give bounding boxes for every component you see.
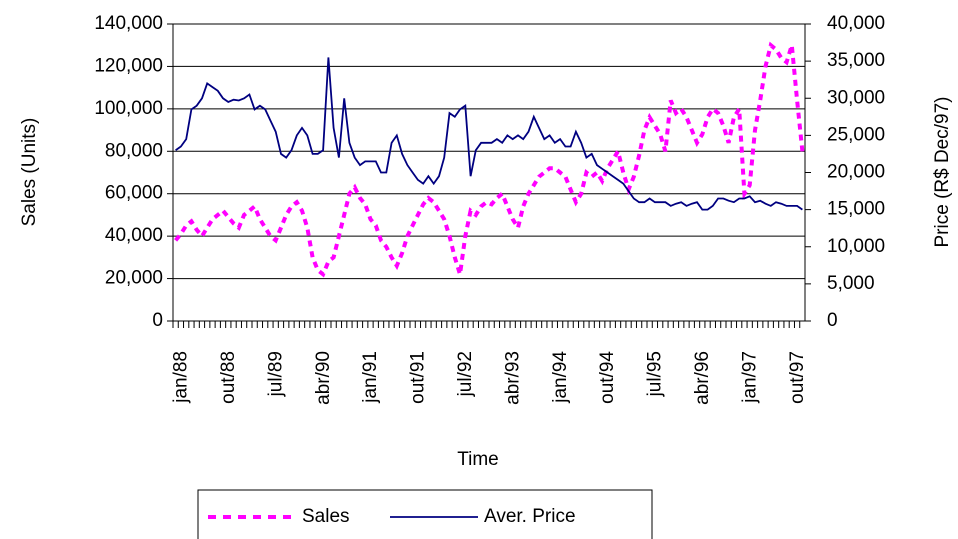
y2-tick-label: 0 bbox=[827, 310, 838, 331]
legend-label: Aver. Price bbox=[484, 506, 576, 527]
y2-tick-label: 5,000 bbox=[827, 273, 875, 294]
x-tick-label: jul/92 bbox=[455, 351, 476, 397]
legend-label: Sales bbox=[302, 506, 350, 527]
y2-tick-label: 25,000 bbox=[827, 124, 885, 145]
y2-tick-label: 20,000 bbox=[827, 162, 885, 183]
y-tick-label: 140,000 bbox=[94, 13, 163, 34]
x-tick-label: jan/91 bbox=[360, 351, 381, 404]
legend-box bbox=[197, 489, 653, 539]
y-tick-label: 20,000 bbox=[105, 268, 163, 289]
y2-tick-label: 30,000 bbox=[827, 87, 885, 108]
y2-tick-label: 40,000 bbox=[827, 13, 885, 34]
x-tick-label: jan/94 bbox=[550, 351, 571, 404]
y-tick-label: 80,000 bbox=[105, 140, 163, 161]
x-tick-label: jul/95 bbox=[645, 351, 666, 397]
y2-axis-label: Price (R$ Dec/97) bbox=[932, 97, 953, 248]
x-tick-label: out/97 bbox=[787, 351, 808, 404]
y-tick-label: 100,000 bbox=[94, 98, 163, 119]
y2-tick-label: 15,000 bbox=[827, 199, 885, 220]
y2-tick-label: 10,000 bbox=[827, 236, 885, 257]
y-tick-label: 40,000 bbox=[105, 225, 163, 246]
x-tick-label: abr/96 bbox=[692, 351, 713, 405]
x-tick-label: jan/97 bbox=[739, 351, 760, 404]
x-tick-label: jan/88 bbox=[171, 351, 192, 404]
x-tick-label: abr/90 bbox=[313, 351, 334, 405]
x-tick-label: abr/93 bbox=[502, 351, 523, 405]
series-line bbox=[175, 57, 803, 211]
x-axis-label: Time bbox=[457, 449, 499, 470]
series-line bbox=[174, 41, 805, 278]
y-tick-label: 60,000 bbox=[105, 183, 163, 204]
plot-frame bbox=[172, 23, 806, 322]
y-tick-label: 120,000 bbox=[94, 55, 163, 76]
x-tick-label: out/88 bbox=[218, 351, 239, 404]
y-axis-label: Sales (Units) bbox=[19, 118, 40, 227]
y-tick-label: 0 bbox=[152, 310, 163, 331]
x-tick-label: out/91 bbox=[408, 351, 429, 404]
x-tick-label: jul/89 bbox=[265, 351, 286, 397]
y2-tick-label: 35,000 bbox=[827, 50, 885, 71]
x-tick-label: out/94 bbox=[597, 351, 618, 404]
